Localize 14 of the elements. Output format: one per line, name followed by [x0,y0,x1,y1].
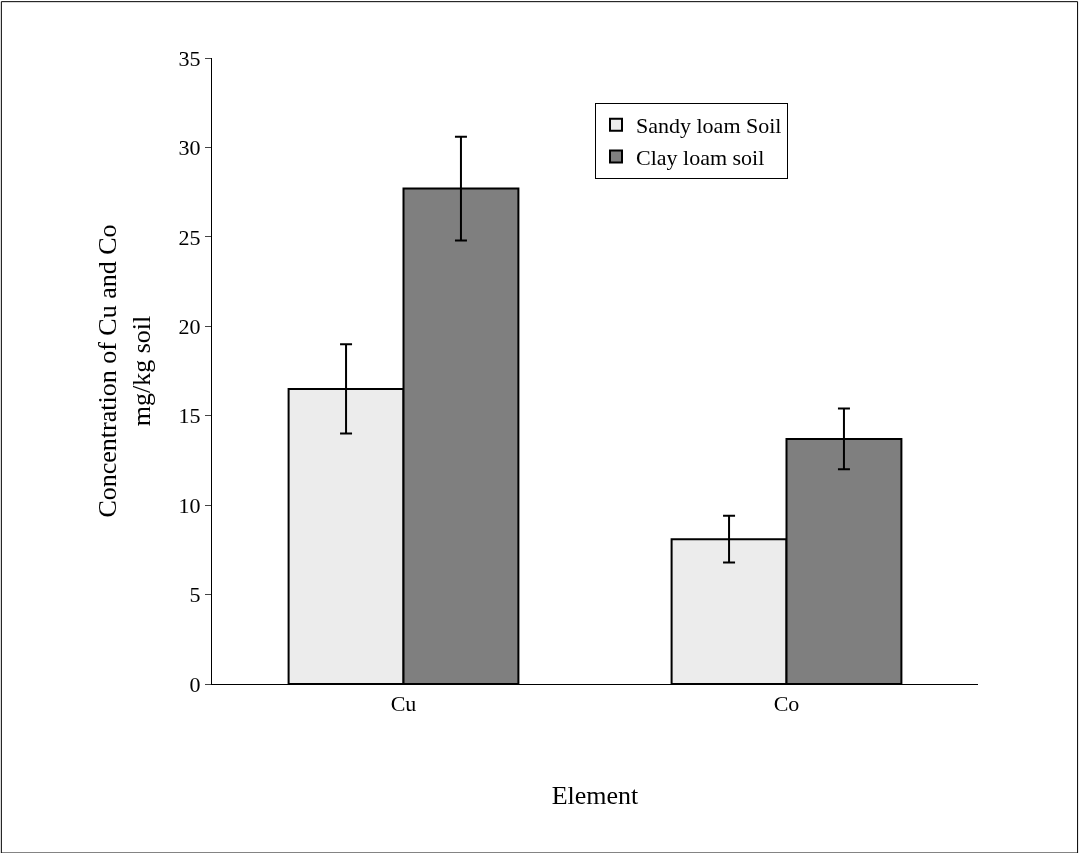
y-tick-label: 5 [189,582,201,608]
x-tick-label: Cu [390,691,417,717]
y-tick-label: 25 [178,224,201,250]
y-tick-label: 0 [189,671,201,697]
x-tick-label: Co [773,691,800,717]
y-tick-label: 15 [178,403,201,429]
y-tick-label: 30 [178,135,201,161]
y-tick-label: 35 [178,45,201,71]
legend-label: Clay loam soil [636,145,765,171]
x-axis-title: Element [551,781,640,811]
y-axis-title: Concentration of Cu and Co mg/kg soil [93,224,156,518]
y-tick-label: 20 [178,313,201,339]
y-tick-label: 10 [178,492,201,518]
legend-label: Sandy loam Soil [636,113,782,139]
